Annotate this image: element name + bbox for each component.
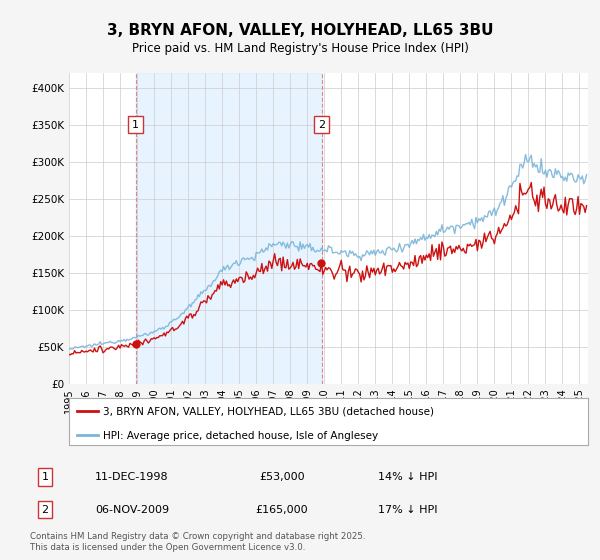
Text: Price paid vs. HM Land Registry's House Price Index (HPI): Price paid vs. HM Land Registry's House … [131, 42, 469, 55]
Text: 3, BRYN AFON, VALLEY, HOLYHEAD, LL65 3BU (detached house): 3, BRYN AFON, VALLEY, HOLYHEAD, LL65 3BU… [103, 407, 434, 417]
Text: Contains HM Land Registry data © Crown copyright and database right 2025.
This d: Contains HM Land Registry data © Crown c… [30, 533, 365, 552]
Text: 2: 2 [41, 505, 49, 515]
Bar [136, 73, 322, 384]
Text: HPI: Average price, detached house, Isle of Anglesey: HPI: Average price, detached house, Isle… [103, 431, 378, 441]
Text: £165,000: £165,000 [256, 505, 308, 515]
Text: 1: 1 [41, 472, 49, 482]
Text: 11-DEC-1998: 11-DEC-1998 [95, 472, 169, 482]
Text: 14% ↓ HPI: 14% ↓ HPI [378, 472, 438, 482]
Text: 2: 2 [318, 120, 325, 129]
Text: £53,000: £53,000 [259, 472, 305, 482]
Text: 17% ↓ HPI: 17% ↓ HPI [378, 505, 438, 515]
Text: 3, BRYN AFON, VALLEY, HOLYHEAD, LL65 3BU: 3, BRYN AFON, VALLEY, HOLYHEAD, LL65 3BU [107, 24, 493, 38]
Text: 1: 1 [132, 120, 139, 129]
Text: 06-NOV-2009: 06-NOV-2009 [95, 505, 169, 515]
